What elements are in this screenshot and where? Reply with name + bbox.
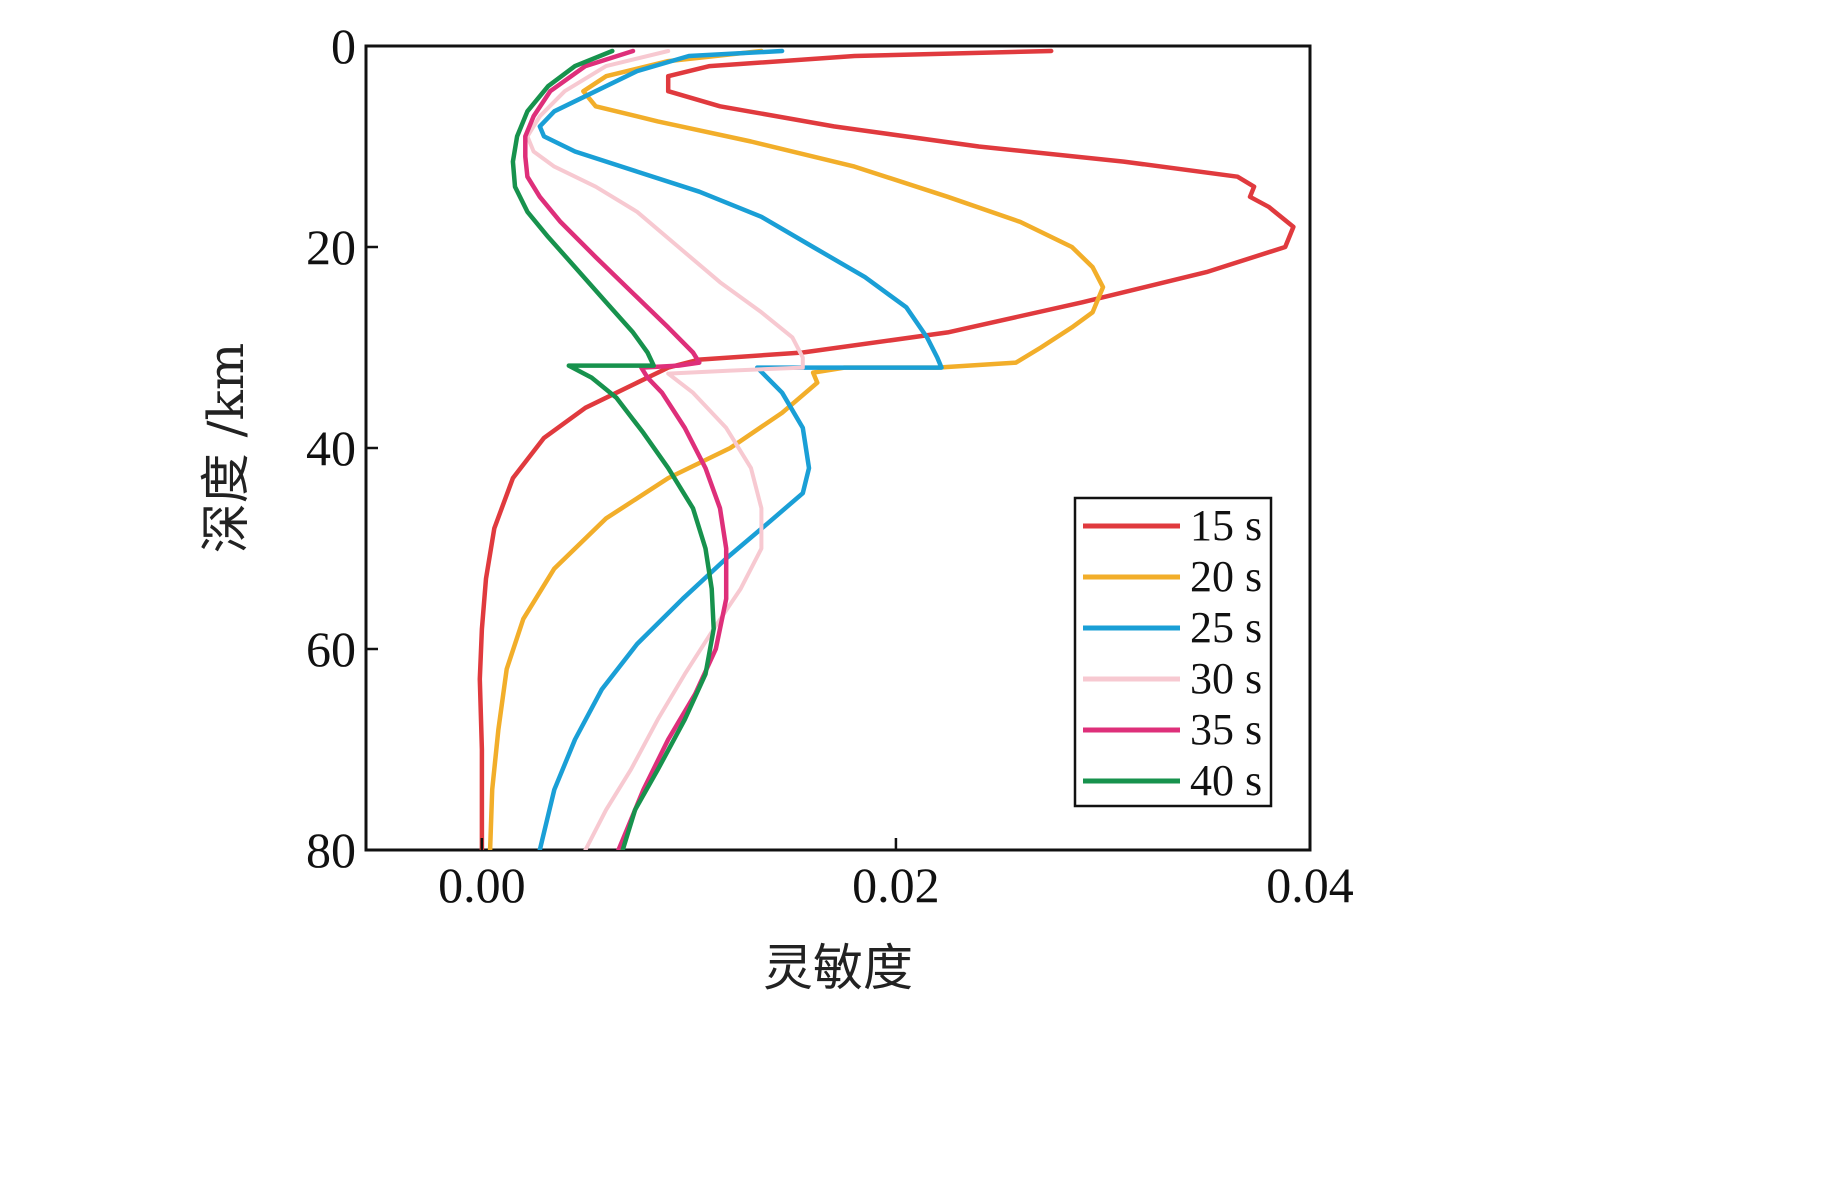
y-tick-label: 60 [306,621,356,677]
series-line-40s [510,48,716,850]
x-axis-label: 灵敏度 [763,939,913,997]
legend-label-30s: 30 s [1190,654,1262,703]
x-tick-label: 0.02 [852,857,940,913]
x-tick-label: 0.04 [1266,857,1354,913]
legend-entries: 15 s20 s25 s30 s35 s40 s [1083,501,1262,805]
x-tick-label: 0.00 [438,857,526,913]
series-line-30s [525,49,805,850]
tick-layer: 0.00 0.02 0.04 0 20 40 60 80 [306,18,1354,913]
legend-label-35s: 35 s [1190,705,1262,754]
legend: 15 s20 s25 s30 s35 s40 s [1073,496,1273,808]
y-tick-label: 40 [306,420,356,476]
legend-label-15s: 15 s [1190,501,1262,550]
series-layer [477,48,1296,850]
legend-box [1073,496,1273,808]
legend-label-40s: 40 s [1190,756,1262,805]
legend-label-25s: 25 s [1190,603,1262,652]
legend-label-20s: 20 s [1190,552,1262,601]
series-line-25s [537,48,944,850]
y-tick-label: 80 [306,822,356,878]
series-line-20s [487,48,1106,850]
series-line-35s [523,48,729,850]
y-tick-label: 0 [331,18,356,74]
series-line-15s [477,48,1296,850]
y-axis-label: 深度 /km [197,343,255,553]
y-tick-label: 20 [306,219,356,275]
